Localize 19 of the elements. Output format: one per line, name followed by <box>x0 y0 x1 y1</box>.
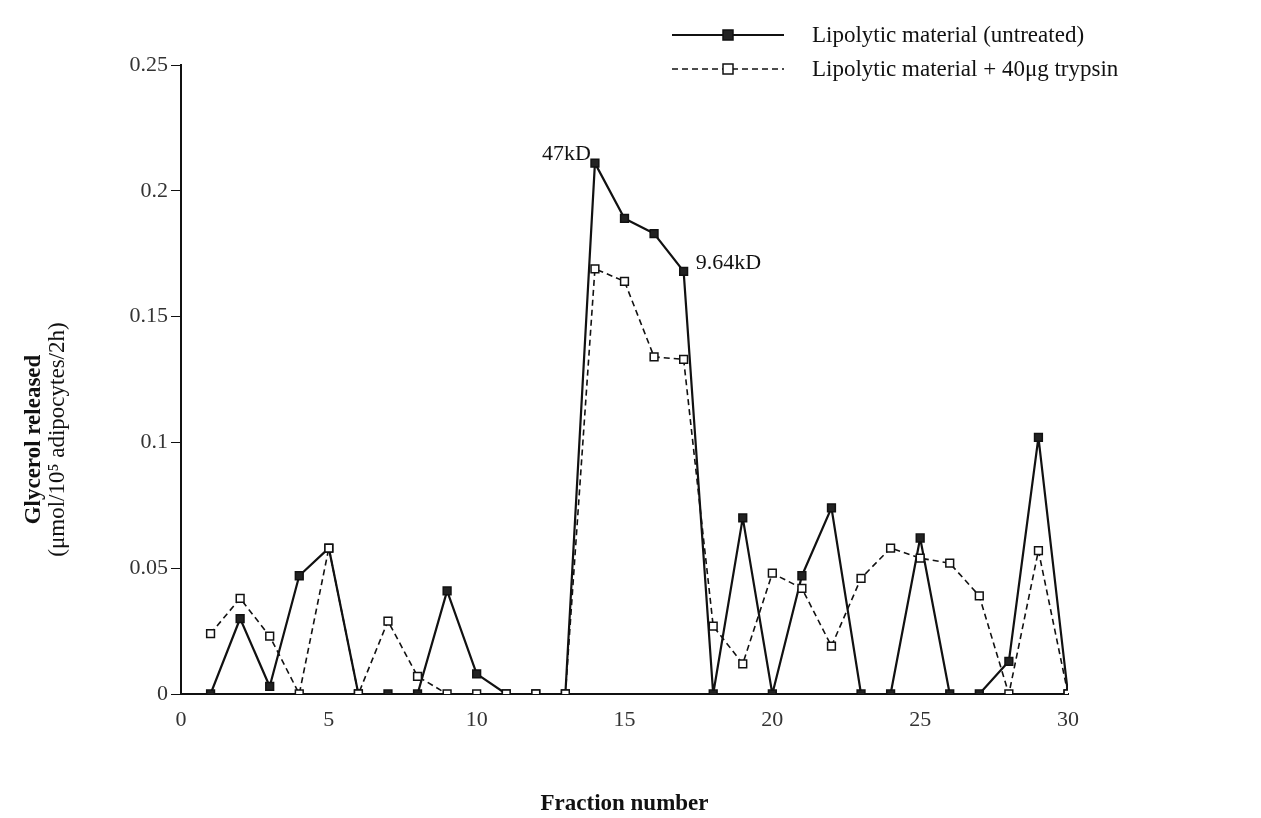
legend-label: Lipolytic material (untreated) <box>812 22 1085 48</box>
y-tick-label: 0 <box>157 679 168 705</box>
y-tick-label: 0.25 <box>129 50 168 76</box>
legend-label: Lipolytic material + 40μg trypsin <box>812 56 1119 82</box>
y-tick-label: 0.2 <box>140 176 168 202</box>
x-axis-title: Fraction number <box>540 790 709 815</box>
x-tick-label: 20 <box>761 705 784 731</box>
y-tick-label: 0.05 <box>129 553 168 579</box>
y-tick-label: 0.1 <box>140 428 168 454</box>
x-tick-label: 0 <box>175 705 187 731</box>
y-tick-label: 0.15 <box>129 302 168 328</box>
y-axis-title: Glycerol released (μmol/10⁵ adipocytes/2h) <box>20 322 69 557</box>
x-tick-label: 30 <box>1057 705 1079 731</box>
x-tick-label: 10 <box>465 705 488 731</box>
x-tick-label: 25 <box>909 705 932 731</box>
x-tick-label: 15 <box>613 705 636 731</box>
x-tick-label: 5 <box>323 705 335 731</box>
annotation: 47kD <box>542 139 591 165</box>
annotation: 9.64kD <box>695 249 762 275</box>
